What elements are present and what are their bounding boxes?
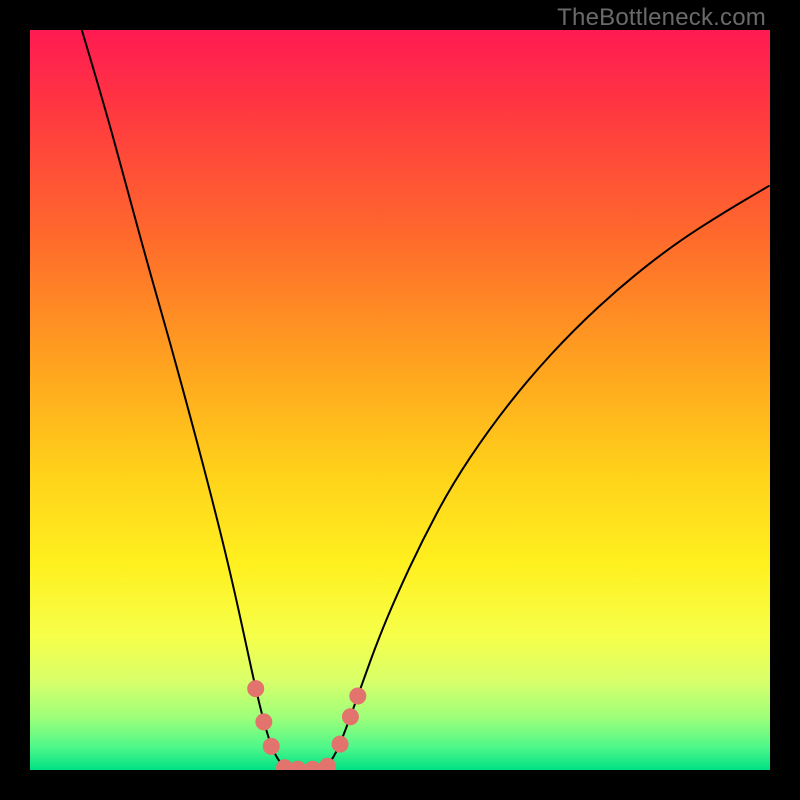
watermark-text: TheBottleneck.com (557, 4, 766, 32)
marker-point (332, 736, 348, 752)
marker-point (248, 681, 264, 697)
marker-point (342, 709, 358, 725)
marker-point (256, 714, 272, 730)
marker-point (350, 688, 366, 704)
chart-svg (30, 30, 770, 770)
marker-point (319, 758, 335, 770)
marker-point (263, 738, 279, 754)
plot-area (30, 30, 770, 770)
